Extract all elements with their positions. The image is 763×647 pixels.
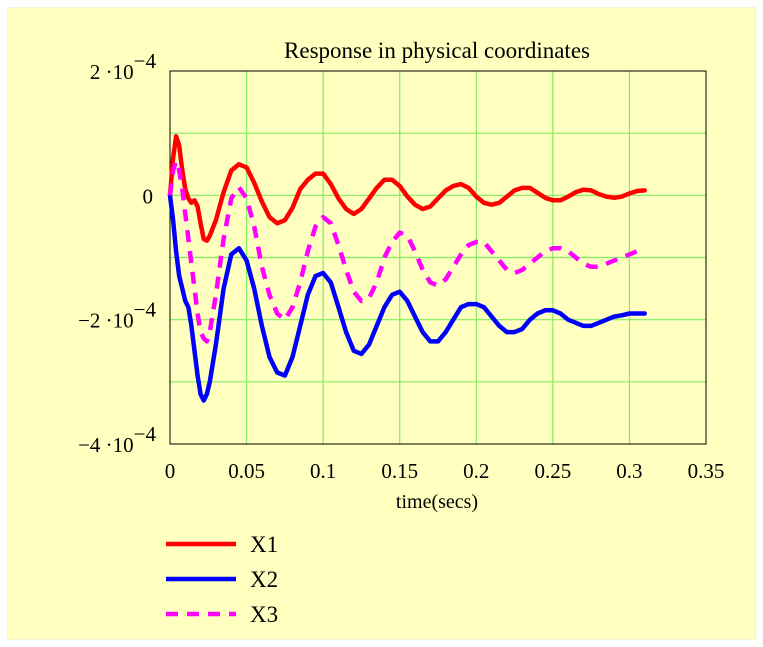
chart-frame: Response in physical coordinates 0 0.05 0.…	[8, 8, 755, 639]
y-tick-label: 2 ·10−4	[90, 49, 157, 84]
series-x1-line	[167, 134, 647, 243]
chart-svg: Response in physical coordinates 0 0.05 0.…	[78, 38, 725, 627]
x-tick-label: 0.25	[534, 459, 571, 483]
legend: X1 X2 X3	[166, 532, 278, 627]
x-axis-label: time(secs)	[396, 491, 478, 513]
x-tick-label: 0.2	[463, 459, 489, 483]
x-tick-label: 0	[165, 459, 176, 483]
y-tick-label: −4 ·10−4	[78, 422, 156, 457]
x-tick-labels: 0 0.05 0.1 0.15 0.2 0.25 0.3 0.35	[165, 459, 725, 483]
x-tick-label: 0.3	[616, 459, 642, 483]
grid-lines	[170, 71, 706, 444]
y-tick-label: −2 ·10−4	[78, 298, 156, 333]
x-tick-label: 0.1	[310, 459, 336, 483]
series-x2-line	[167, 193, 647, 403]
legend-label-x3: X3	[250, 602, 278, 627]
y-tick-labels: 2 ·10−4 0 −2 ·10−4 −4 ·10−4	[78, 49, 156, 457]
plot-area	[169, 70, 707, 445]
series-layer	[167, 134, 647, 403]
x-tick-label: 0.15	[381, 459, 418, 483]
x-tick-label: 0.05	[228, 459, 265, 483]
legend-label-x1: X1	[250, 532, 278, 557]
legend-label-x2: X2	[250, 567, 278, 592]
x-tick-label: 0.35	[688, 459, 725, 483]
y-tick-label: 0	[143, 184, 154, 208]
series-x3-line	[167, 158, 645, 344]
chart-title: Response in physical coordinates	[284, 38, 590, 63]
